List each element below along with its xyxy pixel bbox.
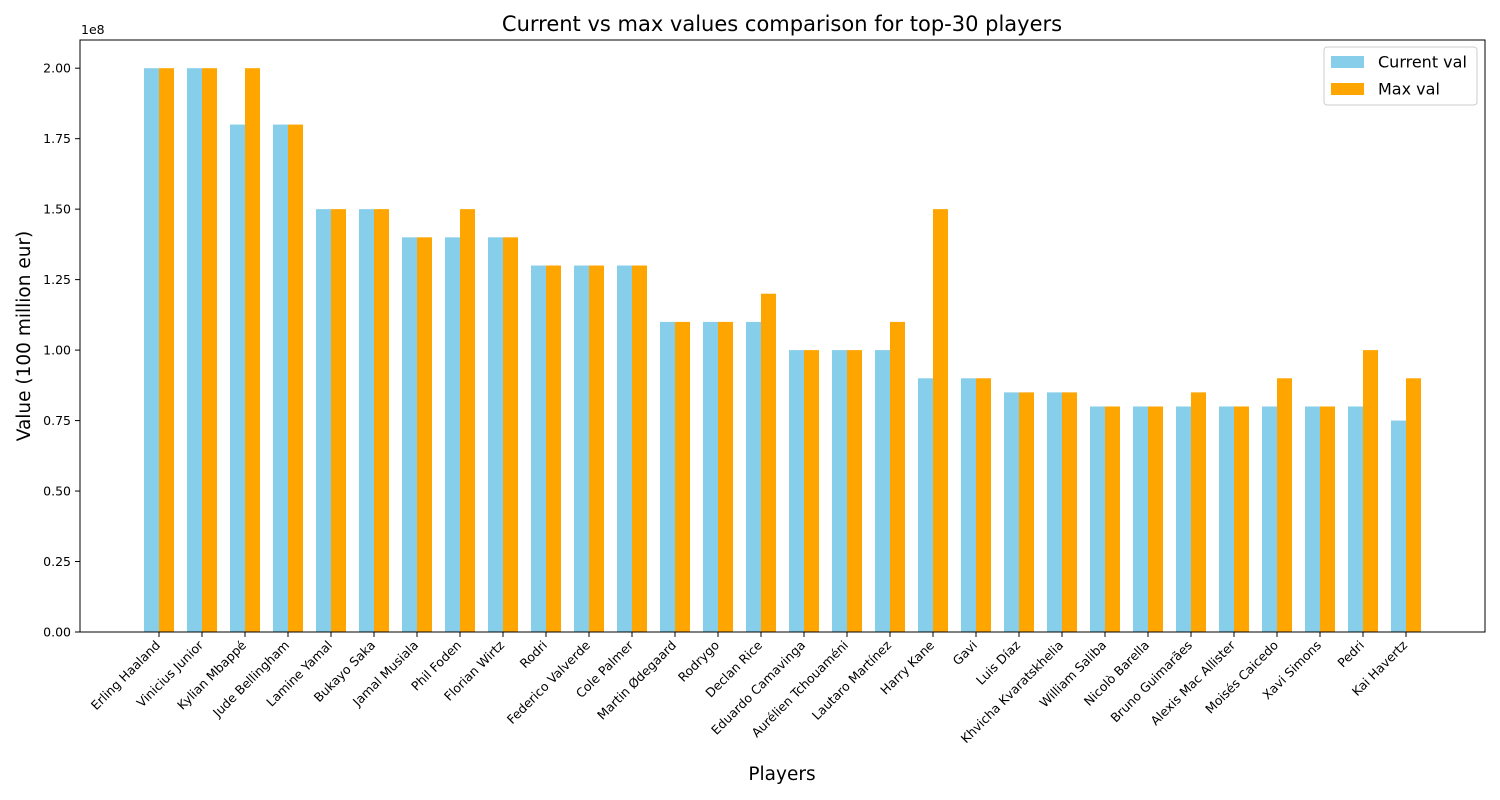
bar-max-16 <box>847 350 862 632</box>
bar-max-11 <box>632 265 647 632</box>
bar-current-24 <box>1176 406 1191 632</box>
bar-max-6 <box>417 237 432 633</box>
bar-max-22 <box>1105 406 1120 632</box>
bar-current-10 <box>574 265 589 632</box>
bar-current-1 <box>187 68 202 632</box>
bar-current-27 <box>1305 406 1320 632</box>
bar-current-5 <box>359 209 374 632</box>
bar-max-14 <box>761 293 776 632</box>
y-tick-label: 0.50 <box>43 484 71 499</box>
bar-current-29 <box>1391 420 1406 632</box>
bar-max-15 <box>804 350 819 632</box>
bar-max-20 <box>1019 392 1034 632</box>
y-tick-label: 1.50 <box>43 202 71 217</box>
bar-max-24 <box>1191 392 1206 632</box>
bar-current-8 <box>488 237 503 633</box>
bar-max-4 <box>331 209 346 632</box>
bar-current-19 <box>961 378 976 632</box>
legend-label-max: Max val <box>1378 80 1440 99</box>
bar-current-17 <box>875 350 890 632</box>
bar-current-11 <box>617 265 632 632</box>
bar-current-4 <box>316 209 331 632</box>
bar-max-27 <box>1320 406 1335 632</box>
bar-max-18 <box>933 209 948 632</box>
bar-current-13 <box>703 321 718 632</box>
bar-max-26 <box>1277 378 1292 632</box>
plot-frame <box>79 39 1486 633</box>
y-tick-label: 2.00 <box>43 61 71 76</box>
bar-current-2 <box>230 124 245 633</box>
bar-max-10 <box>589 265 604 632</box>
bar-current-22 <box>1090 406 1105 632</box>
bar-current-28 <box>1348 406 1363 632</box>
bar-current-25 <box>1219 406 1234 632</box>
bar-max-13 <box>718 321 733 632</box>
bars-layer <box>144 68 1421 633</box>
bar-current-26 <box>1262 406 1277 632</box>
y-tick-label: 1.00 <box>43 343 71 358</box>
bar-max-1 <box>202 68 217 632</box>
x-axis-label: Players <box>748 764 815 785</box>
bar-current-3 <box>273 124 288 633</box>
bar-max-12 <box>675 321 690 632</box>
y-tick-label: 1.25 <box>43 272 71 287</box>
bar-max-28 <box>1363 350 1378 632</box>
bar-current-6 <box>402 237 417 633</box>
bar-max-25 <box>1234 406 1249 632</box>
bar-max-8 <box>503 237 518 633</box>
bar-max-7 <box>460 209 475 632</box>
y-offset-label: 1e8 <box>81 22 105 37</box>
bar-current-15 <box>789 350 804 632</box>
bar-current-21 <box>1047 392 1062 632</box>
bar-max-9 <box>546 265 561 632</box>
bar-max-21 <box>1062 392 1077 632</box>
bar-current-14 <box>746 321 761 632</box>
y-tick-label: 0.25 <box>43 554 71 569</box>
legend: Current val Max val <box>1323 46 1478 106</box>
chart-title: Current vs max values comparison for top… <box>502 12 1062 36</box>
legend-swatch-current <box>1331 56 1364 68</box>
bar-max-0 <box>159 68 174 632</box>
legend-swatch-max <box>1331 83 1364 95</box>
y-tick-label: 0.75 <box>43 413 71 428</box>
y-tick-label: 0.00 <box>43 625 71 640</box>
legend-label-current: Current val <box>1378 53 1467 72</box>
bar-current-0 <box>144 68 159 632</box>
y-axis-label: Value (100 million eur) <box>14 231 35 442</box>
bar-max-23 <box>1148 406 1163 632</box>
bar-current-7 <box>445 237 460 633</box>
bar-current-18 <box>918 378 933 632</box>
bar-max-19 <box>976 378 991 632</box>
y-tick-label: 1.75 <box>43 131 71 146</box>
bar-max-2 <box>245 68 260 632</box>
bar-max-5 <box>374 209 389 632</box>
bar-current-16 <box>832 350 847 632</box>
bar-current-12 <box>660 321 675 632</box>
bar-current-9 <box>531 265 546 632</box>
bar-max-17 <box>890 321 905 632</box>
bar-max-29 <box>1406 378 1421 632</box>
bar-max-3 <box>288 124 303 633</box>
bar-current-23 <box>1133 406 1148 632</box>
bar-current-20 <box>1004 392 1019 632</box>
y-axis: 0.00 0.25 0.50 0.75 1.00 1.25 1.50 1.75 2.00 <box>43 61 80 640</box>
